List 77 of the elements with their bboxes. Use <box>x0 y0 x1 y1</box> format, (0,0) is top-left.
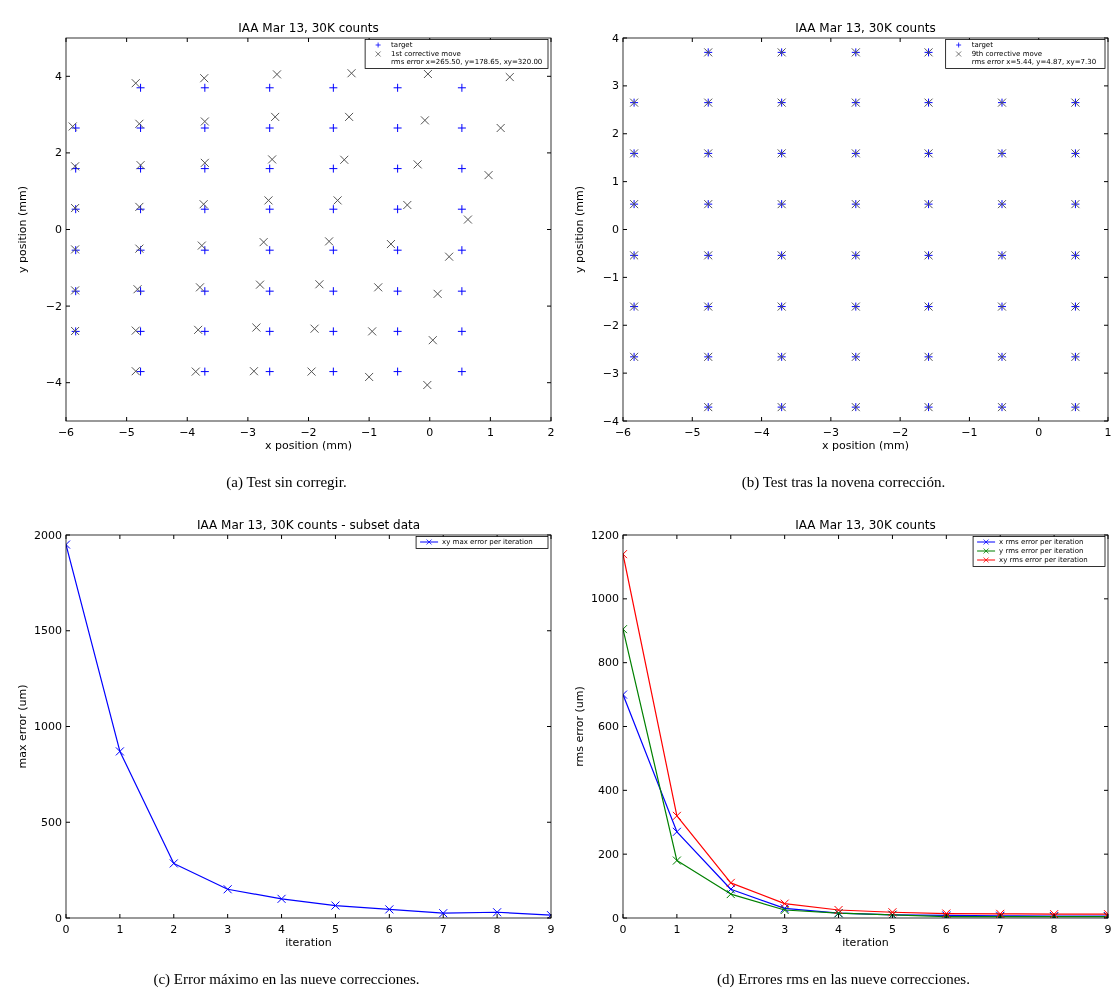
y-tick-label: 2 <box>612 127 619 141</box>
chart-title: IAA Mar 13, 30K counts - subset data <box>196 518 421 532</box>
x-tick-label: 6 <box>942 923 950 936</box>
y-tick-label: 2 <box>55 146 62 160</box>
y-tick-label: 1 <box>612 175 619 189</box>
y-tick-label: 200 <box>598 847 619 861</box>
y-axis-title: max error (um) <box>16 684 29 769</box>
x-axis-title: x position (mm) <box>821 439 910 452</box>
chart-title: IAA Mar 13, 30K counts <box>795 21 936 35</box>
y-tick-label: −3 <box>602 366 619 380</box>
text: (a) Test sin corregir. <box>226 474 347 491</box>
y-tick-label: 800 <box>598 656 619 670</box>
y-tick-label: 4 <box>55 69 62 83</box>
x-tick-label: 5 <box>331 923 339 936</box>
y-tick-label: 3 <box>612 79 619 93</box>
y-tick-label: 2000 <box>34 528 62 542</box>
x-tick-label: 8 <box>493 923 501 936</box>
y-tick-label: 400 <box>598 783 619 797</box>
y-tick-label: 1000 <box>34 720 62 733</box>
y-tick-label: 1000 <box>591 592 619 606</box>
x-tick-label: 1 <box>1104 426 1112 439</box>
y-tick-label: −1 <box>602 270 619 284</box>
y-tick-label: −2 <box>602 318 619 332</box>
chart-title: IAA Mar 13, 30K counts <box>238 21 379 35</box>
x-tick-label: 3 <box>781 923 789 936</box>
x-tick-label: 8 <box>1050 923 1058 936</box>
y-tick-label: 0 <box>55 911 62 925</box>
x-tick-label: 7 <box>439 923 447 936</box>
x-tick-label: −3 <box>239 426 256 439</box>
y-tick-label: 0 <box>612 223 619 236</box>
x-tick-label: −1 <box>361 426 378 439</box>
y-tick-label: 4 <box>612 31 619 45</box>
x-tick-label: 9 <box>1104 923 1112 936</box>
x-tick-label: 4 <box>835 923 843 936</box>
x-tick-label: −3 <box>822 426 839 439</box>
x-axis-title: iteration <box>842 936 889 949</box>
x-tick-label: −4 <box>179 426 196 439</box>
x-tick-label: 1 <box>486 426 494 439</box>
x-tick-label: 1 <box>673 923 681 936</box>
y-tick-label: 0 <box>612 911 619 925</box>
x-tick-label: 2 <box>170 923 178 936</box>
x-tick-label: −1 <box>961 426 978 439</box>
x-tick-label: 7 <box>996 923 1004 936</box>
x-tick-label: −2 <box>300 426 317 439</box>
x-axis-title: x position (mm) <box>264 439 353 452</box>
x-tick-label: 4 <box>278 923 286 936</box>
x-tick-label: −4 <box>753 426 770 439</box>
y-axis-title: rms error (um) <box>573 686 586 767</box>
x-tick-label: 0 <box>426 426 434 439</box>
y-tick-label: 0 <box>55 223 62 236</box>
text: (b) Test tras la novena corrección. <box>741 474 946 491</box>
y-tick-label: 500 <box>41 815 62 829</box>
x-tick-label: 1 <box>116 923 124 936</box>
y-tick-label: −4 <box>602 414 619 428</box>
x-tick-label: −5 <box>118 426 135 439</box>
y-axis-title: y position (mm) <box>573 185 586 274</box>
x-tick-label: 2 <box>727 923 735 936</box>
x-tick-label: 2 <box>547 426 555 439</box>
x-tick-label: −6 <box>57 426 75 439</box>
x-tick-label: 6 <box>385 923 393 936</box>
x-tick-label: 5 <box>888 923 896 936</box>
y-tick-label: −2 <box>45 299 62 313</box>
chart-title: IAA Mar 13, 30K counts <box>795 518 936 532</box>
text: (d) Errores rms en las nueve correcciones. <box>717 971 970 988</box>
x-tick-label: −2 <box>892 426 909 439</box>
y-tick-label: 600 <box>598 720 619 733</box>
x-tick-label: 0 <box>1035 426 1043 439</box>
x-axis-title: iteration <box>285 936 332 949</box>
y-tick-label: 1500 <box>34 624 62 638</box>
x-tick-label: −6 <box>614 426 632 439</box>
x-tick-label: 9 <box>547 923 555 936</box>
text: (c) Error máximo en las nueve correcciones. <box>153 971 420 988</box>
x-tick-label: −5 <box>684 426 701 439</box>
y-tick-label: −4 <box>45 376 62 390</box>
y-axis-title: y position (mm) <box>16 185 29 274</box>
y-tick-label: 1200 <box>591 528 619 542</box>
x-tick-label: 3 <box>224 923 232 936</box>
